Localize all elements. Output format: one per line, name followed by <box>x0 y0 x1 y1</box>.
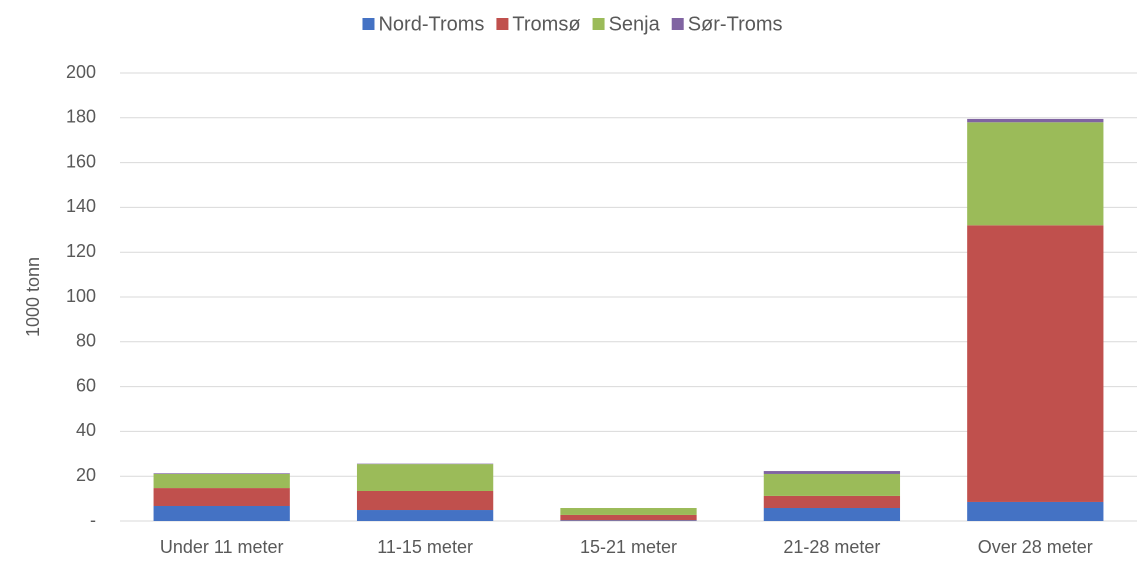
y-tick-label: 40 <box>76 420 96 440</box>
legend-swatch <box>671 18 684 30</box>
bar-segment <box>356 510 494 521</box>
y-tick-label: 200 <box>66 62 96 82</box>
y-tick-label: 20 <box>76 465 96 485</box>
legend-label: Sør-Troms <box>688 13 783 35</box>
x-tick-label: 11-15 meter <box>377 537 473 557</box>
legend-swatch <box>362 18 375 30</box>
legend-label: Senja <box>609 13 661 35</box>
bar-segment <box>560 520 697 521</box>
y-tick-label: 160 <box>66 151 96 171</box>
y-tick-label: 100 <box>66 286 96 306</box>
x-tick-label: 15-21 meter <box>580 537 677 557</box>
y-axis-label: 1000 tonn <box>23 257 43 337</box>
bar-segment <box>763 508 901 521</box>
bar-segment <box>153 505 290 521</box>
x-tick-label: Over 28 meter <box>978 537 1093 557</box>
legend: Nord-Troms Tromsø Senja Sør-Troms <box>362 13 783 35</box>
bar-segment <box>153 473 290 474</box>
bar-segment <box>763 471 901 474</box>
bar-segment <box>967 118 1104 123</box>
bar-segment <box>967 122 1104 226</box>
bar-segment <box>356 464 494 491</box>
bar-segment <box>560 508 697 515</box>
bar-segment <box>153 488 290 506</box>
y-tick-label: 180 <box>66 107 96 127</box>
bar-segment <box>153 473 290 489</box>
bar-segment <box>967 501 1104 521</box>
bar-segment <box>967 225 1104 502</box>
x-tick-label: 21-28 meter <box>783 537 880 557</box>
legend-label: Nord-Troms <box>378 13 484 35</box>
y-tick-label: 60 <box>76 375 96 395</box>
y-tick-label: 120 <box>66 241 96 261</box>
bar-segment <box>763 495 901 509</box>
legend-label: Tromsø <box>512 13 580 35</box>
bar-segment <box>356 490 494 511</box>
legend-swatch <box>592 18 605 30</box>
y-tick-label: 80 <box>76 331 96 351</box>
bar-segment <box>560 514 697 521</box>
x-tick-label: Under 11 meter <box>160 537 284 557</box>
y-tick-label: 140 <box>66 196 96 216</box>
bar-segment <box>763 473 901 496</box>
y-tick-label: - <box>90 510 96 530</box>
legend-swatch <box>496 18 509 30</box>
